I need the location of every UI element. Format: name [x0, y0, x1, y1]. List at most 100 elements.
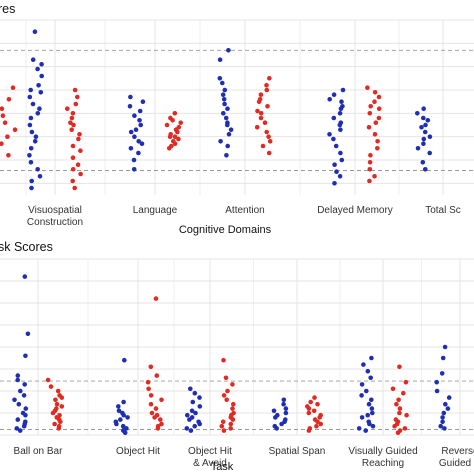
data-point-red: [148, 401, 154, 407]
data-point-blue: [359, 382, 365, 387]
data-point-red: [78, 148, 83, 153]
data-point-red: [154, 373, 160, 378]
data-point-blue: [27, 153, 32, 158]
data-point-red: [159, 397, 164, 403]
data-point-red: [397, 406, 403, 411]
data-point-red: [69, 127, 74, 132]
data-point-blue: [370, 410, 375, 416]
data-point-blue: [273, 415, 278, 420]
data-point-blue: [120, 423, 126, 429]
data-point-blue: [367, 421, 372, 427]
data-point-blue: [440, 419, 445, 425]
data-point-blue: [365, 368, 371, 374]
data-point-blue: [12, 397, 17, 403]
data-point-red: [69, 115, 75, 121]
data-point-blue: [225, 143, 230, 149]
x-tick-label: Delayed Memory: [317, 205, 393, 216]
data-point-red: [224, 397, 229, 403]
data-point-red: [175, 129, 180, 135]
data-point-red: [306, 410, 312, 416]
data-point-red: [367, 167, 373, 172]
data-point-red: [70, 178, 75, 184]
data-point-blue: [423, 167, 428, 172]
data-point-red: [146, 386, 151, 392]
data-point-blue: [192, 390, 198, 396]
data-point-blue: [27, 94, 33, 100]
data-point-blue: [334, 169, 339, 174]
data-point-blue: [139, 141, 145, 146]
data-point-blue: [421, 115, 426, 121]
data-point-red: [75, 162, 81, 167]
data-point-red: [65, 106, 70, 111]
data-point-blue: [18, 388, 23, 394]
data-point-red: [54, 401, 60, 407]
data-point-red: [262, 120, 268, 125]
data-point-red: [172, 134, 178, 139]
data-point-blue: [28, 160, 34, 165]
data-point-blue: [220, 80, 225, 86]
data-point-blue: [359, 415, 365, 420]
data-point-blue: [327, 97, 333, 102]
data-point-blue: [136, 139, 141, 144]
data-point-red: [153, 296, 159, 301]
panel-title-top: res: [0, 2, 15, 16]
data-point-red: [75, 94, 80, 100]
data-point-red: [318, 421, 324, 427]
data-point-red: [221, 357, 226, 363]
data-point-red: [368, 104, 374, 109]
data-point-red: [258, 111, 264, 116]
data-point-blue: [427, 134, 433, 139]
data-point-blue: [370, 423, 376, 429]
x-axis-label-bottom: Task: [211, 461, 234, 473]
data-point-red: [219, 423, 225, 429]
data-point-blue: [434, 388, 440, 394]
data-point-blue: [39, 62, 44, 67]
data-point-red: [70, 155, 76, 160]
data-point-blue: [441, 410, 447, 416]
x-axis-label-top: Cognitive Domains: [179, 224, 272, 236]
data-point-red: [166, 146, 172, 151]
data-point-blue: [140, 99, 146, 104]
x-tick-label: Visually Guided Reaching: [348, 446, 417, 469]
data-point-blue: [332, 181, 337, 186]
data-point-red: [258, 115, 264, 121]
data-point-red: [55, 388, 61, 394]
data-point-blue: [190, 399, 196, 405]
data-point-red: [367, 178, 372, 184]
data-point-blue: [28, 115, 34, 121]
data-point-blue: [369, 355, 374, 361]
data-point-blue: [137, 118, 142, 123]
data-point-blue: [21, 423, 27, 429]
data-point-red: [0, 141, 4, 146]
data-point-red: [394, 401, 399, 407]
data-point-blue: [15, 417, 21, 422]
data-point-red: [50, 410, 56, 416]
data-point-blue: [225, 122, 230, 128]
data-point-blue: [337, 174, 343, 179]
data-point-red: [152, 415, 157, 420]
data-point-red: [170, 118, 175, 123]
data-point-blue: [224, 153, 229, 158]
data-point-blue: [218, 139, 223, 144]
data-point-blue: [369, 397, 374, 403]
data-point-blue: [425, 118, 431, 123]
data-point-red: [372, 132, 378, 137]
grid-bottom: [0, 258, 474, 436]
data-point-red: [266, 134, 271, 139]
data-point-blue: [434, 379, 440, 385]
data-point-red: [266, 150, 272, 156]
data-point-blue: [33, 134, 39, 139]
data-point-blue: [121, 399, 126, 405]
data-point-red: [314, 423, 319, 429]
data-point-blue: [331, 115, 337, 121]
data-point-red: [260, 143, 266, 149]
data-point-blue: [366, 401, 372, 407]
data-point-red: [267, 76, 272, 81]
data-point-blue: [138, 122, 143, 128]
data-point-red: [367, 111, 373, 116]
data-point-blue: [132, 113, 137, 118]
data-point-blue: [415, 146, 421, 151]
data-point-blue: [421, 106, 427, 111]
data-point-blue: [339, 99, 344, 104]
data-point-blue: [187, 417, 192, 422]
